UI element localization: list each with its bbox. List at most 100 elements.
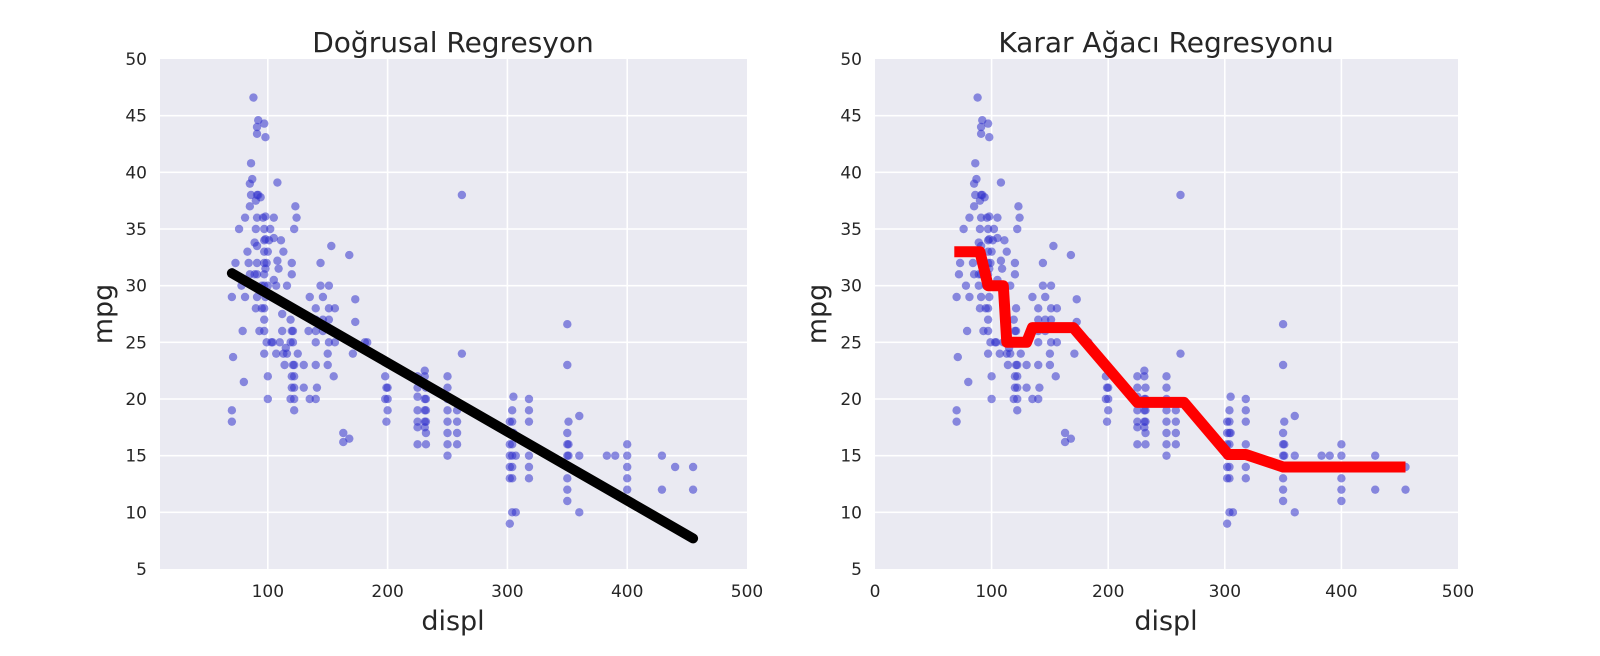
scatter-point	[1176, 349, 1185, 358]
y-tick-label: 25	[125, 333, 147, 353]
scatter-point	[1072, 295, 1081, 304]
scatter-point	[1325, 451, 1334, 460]
scatter-point	[623, 485, 632, 494]
scatter-point	[1034, 360, 1043, 370]
y-tick-label: 15	[840, 447, 862, 467]
scatter-point	[421, 428, 431, 438]
scatter-point	[961, 281, 971, 290]
scatter-point	[1337, 474, 1346, 483]
chart-title: Karar Ağacı Regresyonu	[998, 26, 1333, 59]
scatter-point	[443, 406, 452, 415]
scatter-point	[274, 264, 283, 273]
scatter-point	[268, 338, 277, 347]
x-tick-label: 500	[1442, 582, 1474, 602]
scatter-point	[575, 508, 584, 517]
scatter-point	[508, 406, 517, 415]
scatter-point	[987, 247, 996, 256]
scatter-point	[1141, 440, 1150, 449]
scatter-point	[421, 406, 431, 415]
scatter-point	[251, 304, 261, 313]
scatter-point	[256, 193, 265, 202]
scatter-point	[992, 338, 1001, 347]
y-tick-label: 45	[125, 107, 147, 127]
scatter-point	[1013, 406, 1022, 415]
scatter-point	[276, 236, 286, 245]
scatter-point	[989, 224, 999, 234]
scatter-point	[266, 224, 275, 234]
scatter-point	[564, 417, 573, 426]
scatter-point	[1046, 304, 1056, 313]
scatter-point	[252, 292, 262, 302]
chart-title: Doğrusal Regresyon	[312, 26, 594, 59]
scatter-point	[260, 119, 269, 128]
scatter-point	[1046, 338, 1056, 347]
scatter-point	[1290, 411, 1299, 421]
scatter-point	[327, 241, 336, 251]
scatter-point	[1133, 383, 1142, 392]
scatter-point	[962, 326, 972, 336]
scatter-point	[238, 326, 247, 336]
scatter-point	[239, 377, 249, 387]
scatter-point	[965, 213, 974, 222]
scatter-point	[1162, 417, 1171, 426]
scatter-point	[969, 202, 979, 211]
scatter-point	[997, 264, 1007, 273]
scatter-point	[1013, 360, 1022, 370]
scatter-point	[252, 241, 262, 251]
y-tick-label: 50	[840, 50, 862, 70]
scatter-point	[299, 360, 308, 370]
scatter-point	[443, 372, 452, 381]
scatter-point	[952, 406, 961, 415]
scatter-point	[1066, 250, 1076, 260]
scatter-point	[248, 174, 257, 184]
scatter-point	[564, 440, 573, 449]
scatter-point	[971, 159, 980, 168]
scatter-point	[1162, 428, 1171, 438]
scatter-point	[1278, 496, 1288, 506]
scatter-point	[1290, 508, 1299, 517]
scatter-point	[316, 258, 325, 268]
scatter-point	[975, 224, 985, 234]
scatter-point	[443, 383, 452, 392]
scatter-point	[1013, 224, 1022, 234]
scatter-point	[292, 213, 301, 222]
scatter-point	[1290, 451, 1299, 460]
scatter-point	[293, 349, 302, 358]
scatter-point	[1371, 485, 1380, 494]
scatter-point	[263, 394, 273, 404]
scatter-point	[1176, 190, 1185, 200]
scatter-point	[1060, 428, 1070, 438]
scatter-point	[1162, 451, 1171, 460]
y-axis-label: mpg	[88, 284, 119, 345]
scatter-point	[983, 224, 993, 234]
scatter-point	[330, 338, 340, 347]
scatter-point	[289, 406, 299, 415]
scatter-point	[688, 462, 698, 472]
scatter-point	[524, 462, 534, 472]
scatter-point	[1278, 474, 1288, 483]
y-tick-label: 35	[125, 220, 147, 240]
scatter-point	[1028, 292, 1037, 302]
scatter-point	[1241, 394, 1250, 404]
scatter-point	[953, 352, 962, 362]
scatter-point	[563, 428, 572, 438]
scatter-point	[273, 256, 282, 265]
scatter-point	[508, 440, 517, 449]
scatter-point	[260, 315, 269, 324]
scatter-point	[277, 309, 287, 319]
tick-labels: 0 100 200 300 400 500 5 10 15 20 25 30 35 40 45 50	[840, 50, 1474, 602]
scatter-point	[381, 372, 390, 381]
scatter-point	[623, 451, 632, 460]
fit-step-line	[954, 246, 1406, 473]
scatter-point	[227, 406, 237, 415]
scatter-point	[1003, 360, 1013, 370]
scatter-point	[1013, 394, 1022, 404]
scatter-point	[976, 213, 986, 222]
scatter-point	[452, 417, 462, 426]
scatter-point	[269, 233, 279, 243]
scatter-point	[611, 451, 620, 460]
scatter-point	[974, 281, 983, 290]
scatter-point	[1041, 315, 1050, 324]
scatter-point	[524, 406, 534, 415]
scatter-point	[260, 326, 269, 336]
